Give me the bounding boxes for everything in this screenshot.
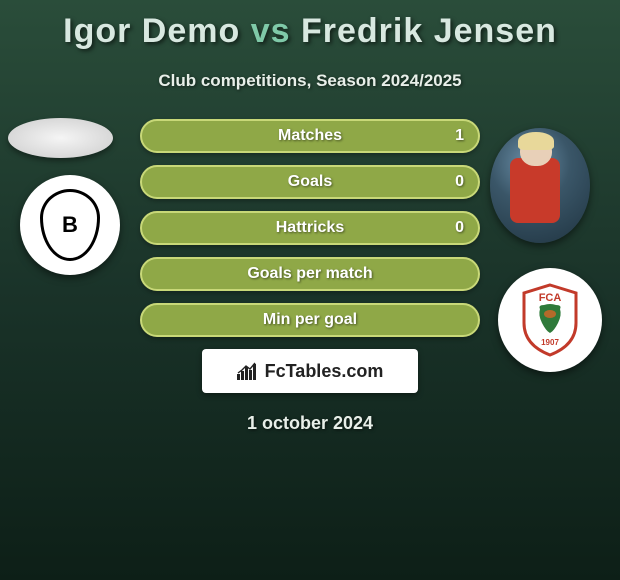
club-left-letter: B [62,212,78,238]
stat-label: Matches [278,127,342,145]
stat-row: Goals per match [140,257,480,291]
title-vs: vs [251,12,291,50]
svg-text:1907: 1907 [541,338,559,347]
bars-icon [237,362,259,380]
svg-text:FCA: FCA [539,292,562,304]
stat-row: Hattricks 0 [140,211,480,245]
stat-label: Hattricks [276,219,344,237]
watermark-text: FcTables.com [265,361,384,382]
stat-value: 1 [455,127,464,145]
stat-label: Goals [288,173,332,191]
stat-value: 0 [455,219,464,237]
player2-club-badge: FCA 1907 [498,268,602,372]
stat-label: Goals per match [247,265,372,283]
date-text: 1 october 2024 [0,413,620,434]
player2-avatar [490,128,590,243]
avatar-hair [518,132,554,150]
watermark: FcTables.com [202,349,418,393]
player1-avatar [8,118,113,158]
stat-row: Goals 0 [140,165,480,199]
stat-row: Min per goal [140,303,480,337]
stat-label: Min per goal [263,311,357,329]
player1-club-badge: B [20,175,120,275]
stat-value: 0 [455,173,464,191]
club-shield-icon: FCA 1907 [518,283,582,357]
stat-row: Matches 1 [140,119,480,153]
subtitle: Club competitions, Season 2024/2025 [0,71,620,91]
title-player1: Igor Demo [63,12,240,50]
title-player2: Fredrik Jensen [301,12,557,50]
club-shield-icon: B [40,189,100,261]
page-title: Igor Demo vs Fredrik Jensen [0,0,620,51]
stats-table: Matches 1 Goals 0 Hattricks 0 Goals per … [140,119,480,337]
